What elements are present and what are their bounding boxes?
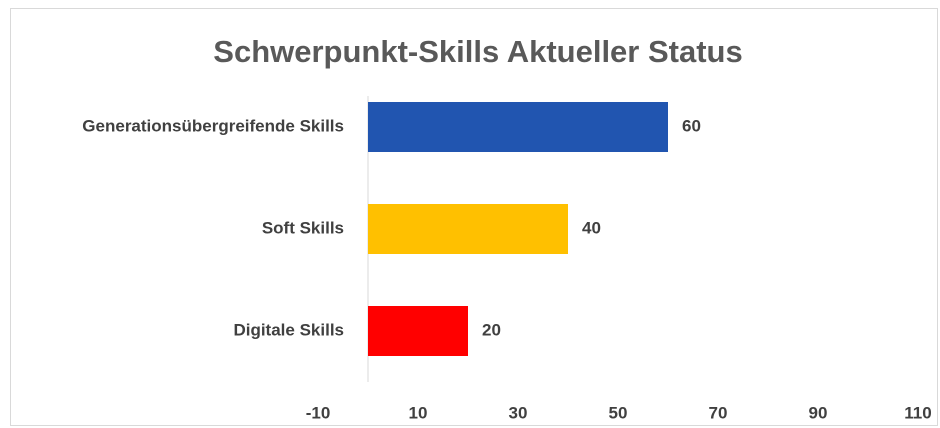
x-tick-label: -10 xyxy=(306,403,331,422)
bar xyxy=(368,204,568,254)
bar xyxy=(368,306,468,356)
bar xyxy=(368,102,668,152)
data-label: 40 xyxy=(582,218,601,237)
x-tick-label: 90 xyxy=(809,403,828,422)
data-label: 20 xyxy=(482,320,501,339)
y-tick-label: Generationsübergreifende Skills xyxy=(82,116,344,135)
x-tick-label: 30 xyxy=(509,403,528,422)
x-tick-label: 110 xyxy=(904,403,931,422)
chart-title: Schwerpunkt-Skills Aktueller Status xyxy=(213,34,742,69)
y-tick-label: Digitale Skills xyxy=(233,320,344,339)
data-label: 60 xyxy=(682,116,701,135)
x-tick-label: 50 xyxy=(609,403,628,422)
x-tick-label: 70 xyxy=(709,403,728,422)
x-tick-label: 10 xyxy=(409,403,428,422)
y-tick-label: Soft Skills xyxy=(262,218,344,237)
